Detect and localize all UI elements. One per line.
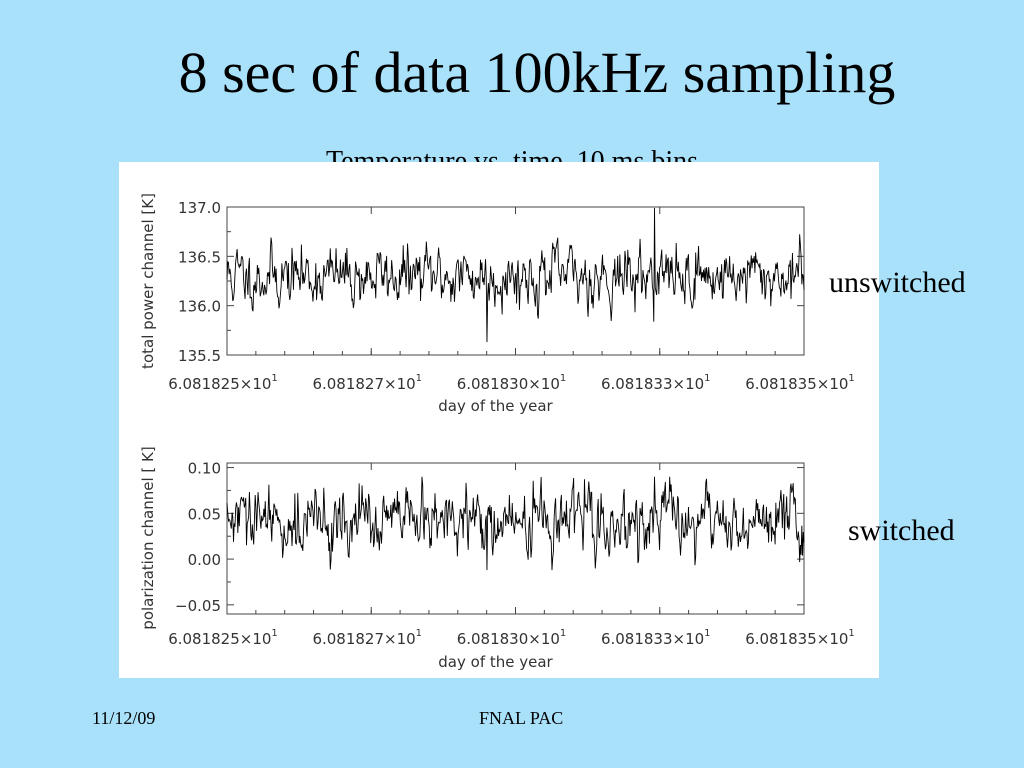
figure-panel: 135.5 136.0 136.5 137.0 6.081825×101 6.081827… [119, 162, 879, 678]
y-tick-label: 135.5 [178, 347, 221, 365]
x-tick-label: 6.081830×101 [457, 628, 567, 648]
y-tick-label: 0.00 [188, 551, 221, 569]
switched-label: switched [848, 514, 955, 547]
y-axis-label: polarization channel [ K] [139, 446, 157, 629]
chart-2: −0.05 0.00 0.05 0.10 6.081825×101 6.081827×10… [139, 446, 855, 671]
y-tick-label: 136.0 [178, 298, 221, 316]
chart-1: 135.5 136.0 136.5 137.0 6.081825×101 6.081827… [139, 193, 855, 415]
x-tick-exponent: 1 [560, 628, 566, 639]
y-tick-label: 137.0 [178, 199, 221, 217]
x-tick-label: 6.081833×101 [601, 373, 711, 393]
x-tick-exponent: 1 [416, 373, 422, 384]
footer-date: 11/12/09 [92, 708, 156, 728]
x-tick-label: 6.081835×101 [745, 628, 855, 648]
x-tick-label: 6.081827×101 [312, 373, 422, 393]
y-tick-label: 136.5 [178, 248, 221, 266]
slide-title: 8 sec of data 100kHz sampling [178, 40, 896, 105]
x-tick-exponent: 1 [416, 628, 422, 639]
x-tick-exponent: 1 [271, 373, 277, 384]
y-tick-label: 0.05 [188, 505, 221, 523]
unswitched-label: unswitched [829, 266, 966, 299]
y-tick-label: −0.05 [175, 597, 221, 615]
x-tick-exponent: 1 [848, 373, 854, 384]
x-tick-label: 6.081825×101 [168, 628, 278, 648]
x-tick-exponent: 1 [704, 628, 710, 639]
x-tick-exponent: 1 [848, 628, 854, 639]
x-tick-label: 6.081827×101 [312, 628, 422, 648]
x-tick-label: 6.081833×101 [601, 628, 711, 648]
y-tick-label: 0.10 [188, 460, 221, 478]
x-tick-exponent: 1 [560, 373, 566, 384]
plot-frame [226, 462, 805, 615]
x-axis-label: day of the year [438, 653, 553, 671]
series-line-switched [226, 476, 805, 571]
series-line-unswitched [226, 207, 805, 343]
x-tick-label: 6.081825×101 [168, 373, 278, 393]
x-axis-label: day of the year [438, 397, 553, 415]
x-tick-label: 6.081835×101 [745, 373, 855, 393]
x-tick-exponent: 1 [271, 628, 277, 639]
footer-center: FNAL PAC [479, 708, 564, 728]
x-tick-label: 6.081830×101 [457, 373, 567, 393]
x-tick-exponent: 1 [704, 373, 710, 384]
plot-frame [226, 206, 805, 356]
plots-svg: 135.5 136.0 136.5 137.0 6.081825×101 6.081827… [139, 193, 855, 671]
y-axis-label: total power channel [K] [139, 193, 157, 369]
